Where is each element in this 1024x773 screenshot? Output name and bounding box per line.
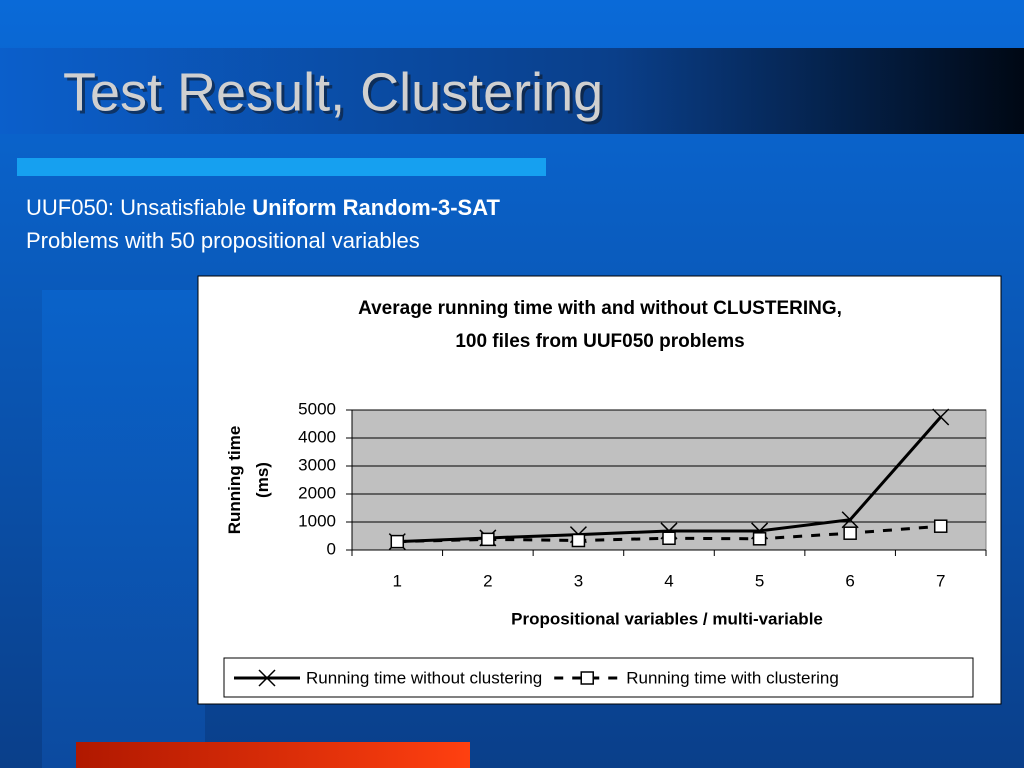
y-axis-label: Running time (ms) <box>225 426 272 535</box>
x-tick-label: 2 <box>483 571 492 590</box>
marker-square <box>662 531 676 545</box>
marker-square <box>843 526 857 540</box>
x-tick-label: 5 <box>755 571 764 590</box>
marker-square <box>933 519 948 533</box>
title-bar <box>0 48 1024 134</box>
accent-bar <box>17 158 546 176</box>
chart-title: Average running time with and without CL… <box>358 298 842 319</box>
marker-x <box>841 511 859 529</box>
subtitle: UUF050: Unsatisfiable Uniform Random-3-S… <box>26 195 500 220</box>
x-tick-label: 7 <box>936 571 945 590</box>
marker-square <box>481 532 495 547</box>
x-tick-label: 3 <box>574 571 583 590</box>
y-tick-label: 4000 <box>298 427 336 446</box>
y-tick-label: 1000 <box>298 511 336 530</box>
chart-title: 100 files from UUF050 problems <box>455 331 744 352</box>
y-axis-label-line: Running time <box>225 426 244 535</box>
subtitle-line: Problems with 50 propositional variables <box>26 228 420 253</box>
subtitle-plain: UUF050: Unsatisfiable <box>26 195 252 220</box>
footer-bar <box>76 742 470 768</box>
x-tick-label: 4 <box>664 571 673 590</box>
marker-square <box>390 534 405 549</box>
legend-label: Running time without clustering <box>306 668 542 687</box>
x-tick-label: 6 <box>845 571 854 590</box>
plot-area <box>351 409 987 551</box>
marker-x <box>258 669 276 687</box>
y-tick-label: 3000 <box>298 455 336 474</box>
x-axis-label: Propositional variables / multi-variable <box>511 609 823 628</box>
marker-square <box>752 532 767 546</box>
chart: Average running time with and without CL… <box>223 298 987 698</box>
x-tick-label: 1 <box>393 571 402 590</box>
title-shadow: Test Result, Clustering <box>66 65 606 125</box>
side-strip <box>42 290 205 768</box>
y-tick-label: 2000 <box>298 483 336 502</box>
legend-label: Running time with clustering <box>626 668 839 687</box>
marker-square <box>580 671 594 685</box>
y-tick-label: 5000 <box>298 399 336 418</box>
marker-square <box>571 533 586 548</box>
y-axis-label-line: (ms) <box>253 462 272 498</box>
subtitle-bold: Uniform Random-3-SAT <box>252 195 500 220</box>
y-tick-label: 0 <box>327 539 336 558</box>
marker-x <box>932 408 950 426</box>
slide-title: Test Result, Clustering <box>63 62 603 122</box>
